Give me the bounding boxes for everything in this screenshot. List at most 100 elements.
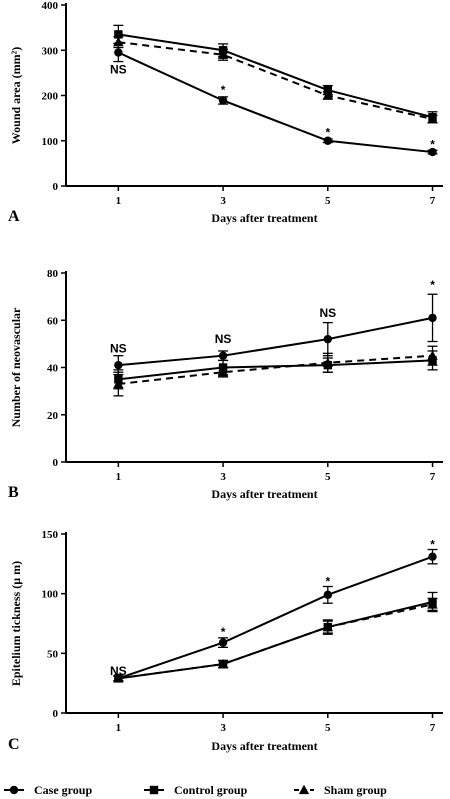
significance-label: * [325,575,330,589]
significance-label: NS [215,332,232,346]
series-line-case [118,555,433,680]
data-point-case [428,552,437,561]
panel-label: B [8,484,19,501]
series-line-control [118,359,433,381]
x-axis-label: Days after treatment [211,739,317,753]
significance-label: * [430,538,435,552]
panel-label: C [8,736,20,753]
data-point-control [114,30,123,39]
y-tick-label: 20 [47,410,59,422]
series-case [113,42,438,157]
legend-marker-control [149,785,159,795]
x-tick-label: 1 [116,195,122,207]
legend-marker-case [9,785,19,795]
y-tick-label: 400 [42,0,59,12]
y-tick-label: 40 [47,363,59,375]
y-axis-label: Number of neovascular [9,307,23,427]
data-point-sham [322,621,334,632]
legend-marker-sham [298,784,310,795]
x-tick-label: 7 [430,195,436,207]
y-axis-label: Epitelium tickness (µ m) [9,561,23,686]
data-point-case [428,147,437,157]
significance-label: * [325,126,330,140]
data-point-case [114,360,123,370]
data-point-sham [113,36,124,47]
legend-label: Sham group [324,783,387,797]
data-point-case [323,590,333,600]
x-tick-label: 7 [430,722,436,734]
data-point-case [428,313,437,323]
x-tick-label: 3 [220,471,226,483]
series-line-control [118,33,433,119]
data-point-case [323,136,333,145]
data-point-case [323,334,333,344]
series-line-case [118,316,433,367]
series-sham [113,36,438,124]
data-point-sham [427,599,438,609]
data-point-sham [427,350,438,360]
significance-label: NS [110,342,127,356]
series-line-sham [118,41,433,121]
data-point-sham [217,658,229,669]
y-tick-label: 150 [42,529,59,541]
y-tick-label: 100 [42,136,59,148]
y-tick-label: 200 [42,91,59,103]
significance-label: * [430,137,435,151]
series-case [113,293,438,376]
y-tick-label: 100 [42,589,59,601]
chart-panel-B: 0 20 40 60 80 1 3 5 7 Days after treatment Number … [8,268,443,501]
significance-label: * [221,625,226,639]
series-case [113,548,438,683]
x-tick-label: 3 [220,722,226,734]
legend-label: Case group [34,783,92,797]
data-point-sham [322,90,334,100]
x-tick-label: 7 [430,471,436,483]
x-tick-label: 3 [220,195,226,207]
x-axis-label: Days after treatment [211,211,317,225]
significance-label: * [430,278,435,292]
series-line-sham [118,603,433,680]
data-point-case [218,638,228,647]
chart-panel-A: 0 100 200 300 400 1 3 5 7 Days after treatment Wou… [8,0,443,225]
series-line-sham [118,354,433,386]
data-point-case [218,351,228,360]
chart-panel-C: 0 50 100 150 1 3 5 7 Days after treatment Epiteli… [8,529,443,753]
legend-item-control: Control group [144,783,248,797]
y-tick-label: 0 [53,181,59,193]
legend-item-case: Case group [4,783,92,797]
y-tick-label: 0 [53,457,59,469]
data-point-sham [322,357,334,367]
data-point-sham [427,113,438,124]
x-tick-label: 1 [116,722,122,734]
data-point-sham [217,49,229,59]
x-tick-label: 1 [116,471,122,483]
series-sham [113,597,438,683]
series-sham [113,345,438,397]
x-axis-label: Days after treatment [211,487,317,501]
data-point-sham [113,378,124,389]
y-tick-label: 60 [47,315,59,327]
series-line-control [118,601,433,680]
data-point-case [114,48,123,57]
significance-label: * [221,83,226,97]
series-control [113,24,438,124]
y-tick-label: 300 [42,45,59,57]
y-tick-label: 80 [47,268,59,280]
y-tick-label: 50 [47,648,59,660]
legend-item-sham: Sham group [294,783,387,797]
panel-label: A [8,208,20,225]
data-point-sham [217,367,229,377]
x-tick-label: 5 [325,471,331,483]
series-line-case [117,51,433,154]
data-point-case [218,96,228,105]
series-control [113,591,438,683]
y-axis-label: Wound area (mm²) [9,47,23,144]
significance-label: NS [110,62,127,76]
x-tick-label: 5 [325,722,331,734]
data-point-control [323,85,333,95]
significance-label: NS [319,306,336,320]
x-tick-label: 5 [325,195,331,207]
legend-label: Control group [174,783,248,797]
